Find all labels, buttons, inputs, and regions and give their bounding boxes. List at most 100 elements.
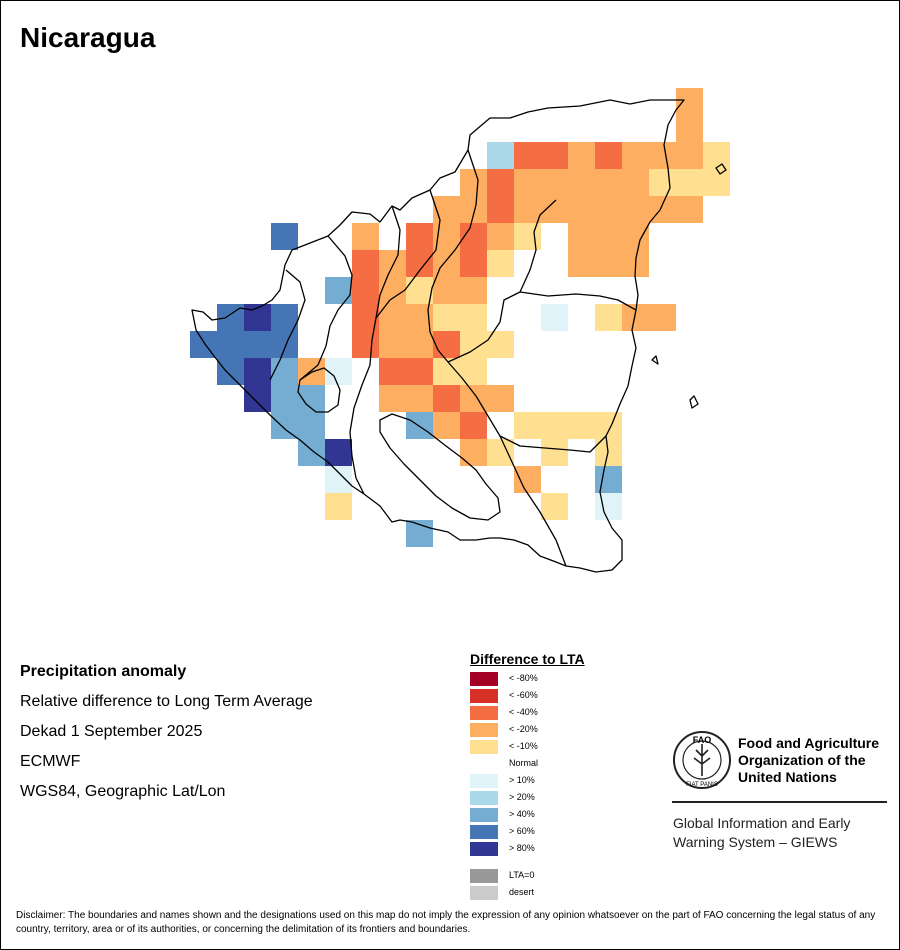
grid-cell [406,412,433,439]
grid-cell [271,331,298,358]
grid-cell [676,196,703,223]
grid-cell [622,304,649,331]
grid-cell [433,331,460,358]
grid-cell [514,466,541,493]
grid-cell [298,358,325,385]
fao-logo-motto: FIAT PANIS [686,782,718,788]
legend-label: < -40% [509,707,538,717]
info-line-3: ECMWF [20,753,81,770]
giews-line-1: Global Information and Early [673,815,851,831]
fao-logo-ring [673,731,731,789]
grid-cell [649,304,676,331]
border-3 [427,149,479,363]
fao-logo: FAO FIAT PANIS [673,731,731,789]
fao-logo-inner-ring [682,740,722,780]
legend-item: > 20% [470,790,585,807]
grid-cell [595,466,622,493]
legend-item: < -10% [470,739,585,756]
nicaragua-outline [191,99,685,573]
grid-cell [514,223,541,250]
grid-cell [676,142,703,169]
legend-extra-item: desert [470,885,585,902]
grid-cell [271,304,298,331]
legend-label: > 10% [509,775,535,785]
grid-cell [487,142,514,169]
map-info: Precipitation anomaly Relative differenc… [20,657,313,807]
info-heading: Precipitation anomaly [20,663,187,680]
grid-cell [649,169,676,196]
grid-cell [487,385,514,412]
grid-cell [406,277,433,304]
grid-cell [568,169,595,196]
grid-cell [460,439,487,466]
island-1 [715,163,727,175]
legend-extra-rows: LTA=0 desert [470,868,585,902]
legend-item: < -20% [470,722,585,739]
grid-cell [595,304,622,331]
fao-logo-letters: FAO [693,735,712,745]
grid-cell [622,223,649,250]
info-line-2: Dekad 1 September 2025 [20,723,203,740]
grid-cell [244,358,271,385]
legend-item: < -80% [470,671,585,688]
giews-name: Global Information and Early Warning Sys… [673,814,850,852]
legend-extra-swatch [470,869,498,883]
grid-cell [541,142,568,169]
grid-cell [298,412,325,439]
legend-extra-label: LTA=0 [509,870,535,880]
grid-cell [595,493,622,520]
grid-cell [433,250,460,277]
grid-cell [352,223,379,250]
grid-cell [352,331,379,358]
legend-swatch [470,842,498,856]
grid-cell [271,223,298,250]
grid-cell [514,142,541,169]
grid-cell [703,142,730,169]
anomaly-grid [190,88,730,547]
grid-cell [460,412,487,439]
legend-swatch [470,791,498,805]
info-line-4: WGS84, Geographic Lat/Lon [20,783,226,800]
grid-cell [298,439,325,466]
grid-cell [379,277,406,304]
grid-cell [325,277,352,304]
map-title: Nicaragua [20,22,156,53]
grid-cell [433,304,460,331]
grid-cell [406,385,433,412]
grid-cell [379,385,406,412]
grid-cell [487,169,514,196]
grid-cell [460,250,487,277]
grid-cell [433,277,460,304]
grid-cell [514,169,541,196]
grid-cell [325,493,352,520]
grid-cell [595,223,622,250]
grid-cell [325,439,352,466]
legend-item: < -40% [470,705,585,722]
border-2 [369,205,401,366]
fao-name: Food and Agriculture Organization of the… [738,735,879,786]
grid-cell [703,169,730,196]
grid-cell [676,115,703,142]
fao-name-line-1: Food and Agriculture [738,735,880,751]
grid-cell [460,304,487,331]
legend-item: > 80% [470,841,585,858]
grid-cell [541,493,568,520]
fao-name-line-3: United Nations [738,769,837,785]
legend-swatch [470,689,498,703]
legend-swatch [470,825,498,839]
fao-divider [672,801,887,803]
legend-swatch [470,774,498,788]
island-2 [689,395,699,409]
grid-cell [244,385,271,412]
grid-cell [568,223,595,250]
grid-cell [460,196,487,223]
legend-swatch [470,706,498,720]
legend-item: Normal [470,756,585,773]
legend-swatch [470,740,498,754]
grid-cell [541,412,568,439]
legend-extra-label: desert [509,887,535,897]
legend-rows: < -80% < -60% < -40% < -20% < -10% Normal > 10… [470,671,585,858]
legend-label: < -20% [509,724,538,734]
legend-swatch [470,808,498,822]
grid-cell [460,169,487,196]
